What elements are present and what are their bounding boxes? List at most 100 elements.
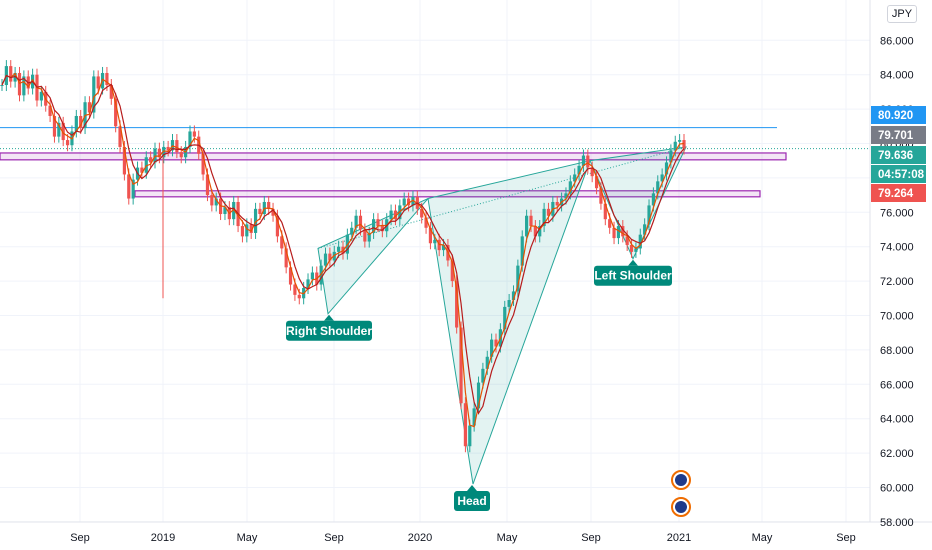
candle-body [520, 236, 524, 266]
candle-body [463, 403, 468, 447]
event-icons[interactable] [671, 470, 691, 517]
candle-body [9, 66, 13, 82]
price-tick-label: 72.000 [880, 276, 914, 288]
candle-body [13, 72, 17, 82]
time-axis[interactable]: Sep 2019 May Sep 2020 May Sep 2021 May Sep [70, 532, 856, 544]
candle-body [411, 196, 415, 206]
price-tick-label: 70.000 [880, 311, 914, 323]
price-tag-text: 80.920 [878, 110, 913, 122]
moving-averages [1, 72, 685, 428]
candle-body [577, 165, 581, 175]
candle-body [599, 188, 603, 204]
candle-body [634, 248, 638, 252]
horizontal-lines [0, 127, 870, 150]
time-tick-label: May [237, 532, 258, 544]
price-tick-label: 84.000 [880, 70, 914, 82]
candle-body [157, 148, 161, 158]
price-tag [871, 165, 926, 183]
candle-body [354, 215, 358, 228]
candle-body [337, 246, 341, 252]
annotation-badge [454, 491, 490, 512]
candle-body [328, 253, 332, 261]
price-tick-label: 66.000 [880, 379, 914, 391]
price-tag-text: 79.264 [878, 188, 914, 200]
moving-average-fast [1, 72, 685, 428]
candle-body [280, 236, 284, 249]
flag-icon [675, 501, 687, 513]
time-tick-label: Sep [581, 532, 601, 544]
candle-body [664, 162, 669, 175]
candle-body [372, 219, 376, 233]
price-tick-label: 62.000 [880, 448, 914, 460]
candle-body [52, 115, 57, 137]
candle-body [450, 260, 454, 282]
candle-body [188, 131, 192, 147]
candle-body [350, 227, 354, 235]
candle-body [573, 174, 577, 182]
price-tick-label: 76.000 [880, 207, 914, 219]
candle-body [656, 181, 660, 194]
candle-body [420, 208, 424, 218]
candle-body [144, 157, 148, 173]
time-tick-label: 2019 [151, 532, 175, 544]
candle-body [682, 140, 686, 149]
candle-body [223, 207, 227, 215]
candle-body [468, 425, 472, 447]
candle-body [201, 153, 205, 175]
candle-body [533, 226, 537, 237]
candle-body [564, 193, 568, 199]
annotation-pointer [324, 314, 334, 321]
price-tag [871, 126, 926, 144]
candle-body [455, 281, 459, 328]
head-triangle [427, 160, 591, 485]
candle-body [428, 227, 433, 244]
candle-body [485, 356, 489, 369]
price-tick-label: 60.000 [880, 483, 914, 495]
candle-body [114, 98, 118, 127]
candles [0, 60, 686, 453]
candle-body [459, 327, 463, 404]
candle-body [511, 291, 516, 301]
candle-body [433, 239, 437, 244]
annotation-pointer [628, 259, 638, 266]
candle-body [297, 294, 301, 299]
candle-body [149, 157, 153, 163]
candle-body [65, 140, 70, 146]
annotation-badge [594, 265, 672, 286]
candle-body [127, 174, 131, 199]
time-tick-label: May [497, 532, 518, 544]
price-tick-label: 86.000 [880, 35, 914, 47]
candle-body [232, 201, 236, 220]
candle-body [179, 152, 183, 158]
annotation-text: Left Shoulder [594, 269, 672, 283]
price-tag-text: 79.636 [878, 150, 913, 162]
candle-body [660, 174, 664, 182]
candle-body [608, 219, 612, 228]
candle-body [214, 198, 218, 206]
price-tick-label: 64.000 [880, 414, 914, 426]
candle-body [39, 91, 43, 101]
candle-body [643, 224, 647, 235]
time-tick-label: Sep [324, 532, 344, 544]
candle-body [669, 150, 673, 163]
time-tick-label: 2020 [408, 532, 432, 544]
candle-body [284, 248, 288, 268]
grid [0, 0, 870, 523]
annotation-text: Right Shoulder [286, 324, 372, 338]
candle-body [529, 215, 533, 227]
candle-body [647, 205, 651, 225]
flag-icon [675, 474, 687, 486]
candle-body [406, 198, 411, 206]
candle-body [629, 244, 634, 252]
candle-body [96, 76, 100, 89]
time-tick-label: Sep [70, 532, 90, 544]
candle-body [393, 210, 398, 220]
candle-body [612, 227, 616, 239]
candle-body [57, 122, 61, 137]
candle-body [616, 226, 621, 239]
candle-body [17, 72, 22, 96]
currency-label[interactable]: JPY [887, 5, 917, 23]
annotation-badge [286, 320, 372, 341]
candle-body [162, 146, 166, 158]
